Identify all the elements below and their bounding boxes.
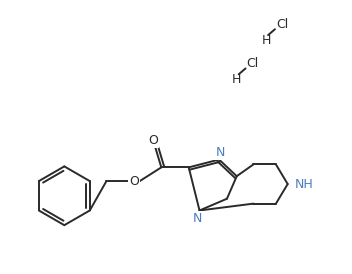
Text: Cl: Cl (276, 18, 288, 31)
Text: Cl: Cl (246, 57, 259, 70)
Text: O: O (149, 135, 158, 147)
Text: N: N (215, 146, 225, 159)
Text: H: H (232, 73, 241, 86)
Text: O: O (129, 175, 139, 188)
Text: NH: NH (295, 178, 313, 190)
Text: H: H (262, 33, 271, 47)
Text: N: N (193, 212, 202, 225)
